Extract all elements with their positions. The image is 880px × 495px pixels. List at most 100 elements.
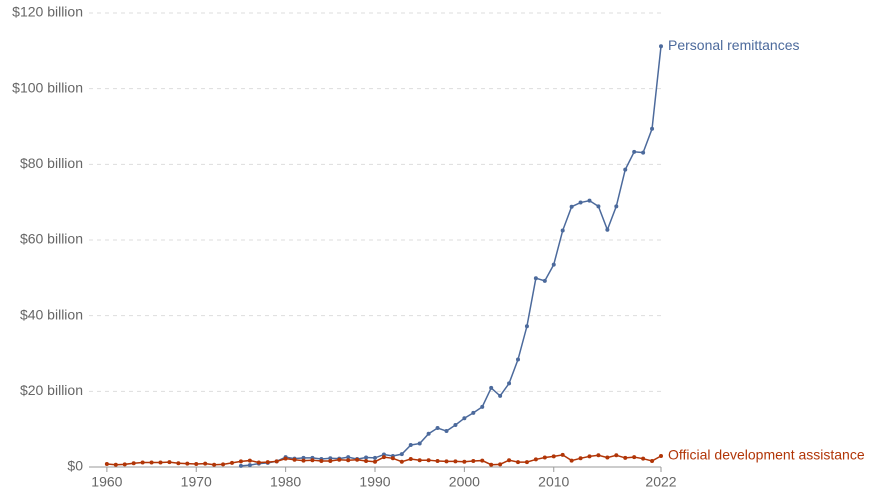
y-tick-label: $0 [67, 458, 83, 474]
data-point [256, 460, 261, 465]
y-tick-label: $100 billion [12, 79, 83, 95]
data-point [435, 458, 440, 463]
data-point [632, 455, 637, 460]
data-point [578, 200, 583, 205]
data-point [265, 460, 270, 465]
data-point [569, 204, 574, 209]
data-point [524, 460, 529, 465]
data-point [641, 150, 646, 155]
data-point [113, 462, 118, 467]
x-tick-label: 2022 [645, 474, 676, 490]
data-point [542, 455, 547, 460]
data-point [578, 456, 583, 461]
y-tick-label: $20 billion [20, 382, 83, 398]
data-point [194, 461, 199, 466]
data-point [569, 458, 574, 463]
data-point [489, 462, 494, 467]
data-point [158, 460, 163, 465]
series-label: Personal remittances [668, 37, 800, 53]
data-point [498, 393, 503, 398]
x-tick-label: 2000 [449, 474, 480, 490]
data-point [408, 457, 413, 462]
data-point [381, 455, 386, 460]
data-point [149, 460, 154, 465]
data-point [480, 404, 485, 409]
data-point [364, 455, 369, 460]
data-point [122, 462, 127, 467]
data-point [551, 454, 556, 459]
y-tick-label: $40 billion [20, 306, 83, 322]
data-point [587, 454, 592, 459]
data-point [560, 228, 565, 233]
data-point [614, 204, 619, 209]
data-point [650, 126, 655, 131]
x-tick-label: 1970 [181, 474, 212, 490]
x-tick-label: 1980 [270, 474, 301, 490]
data-point [462, 416, 467, 421]
data-point [176, 461, 181, 466]
data-point [507, 458, 512, 463]
data-point [650, 458, 655, 463]
data-point [471, 458, 476, 463]
data-point [274, 459, 279, 464]
data-point [212, 462, 217, 467]
data-point [587, 198, 592, 203]
data-point [435, 426, 440, 431]
data-point [408, 443, 413, 448]
data-point [238, 459, 243, 464]
data-point [104, 461, 109, 466]
data-point [533, 457, 538, 462]
data-point [453, 423, 458, 428]
data-point [623, 167, 628, 172]
data-point [337, 457, 342, 462]
data-point [641, 456, 646, 461]
data-point [247, 458, 252, 463]
data-point [346, 455, 351, 460]
data-point [596, 204, 601, 209]
data-point [623, 455, 628, 460]
y-tick-label: $80 billion [20, 155, 83, 171]
data-point [328, 458, 333, 463]
data-point [247, 463, 252, 468]
x-tick-label: 1990 [359, 474, 390, 490]
data-point [659, 454, 663, 459]
y-tick-label: $120 billion [12, 4, 83, 20]
data-point [390, 456, 395, 461]
data-point [301, 458, 306, 463]
data-point [605, 227, 610, 232]
data-point [426, 458, 431, 463]
data-point [516, 357, 520, 362]
data-point [560, 452, 565, 457]
data-point [373, 459, 377, 464]
data-point [131, 461, 136, 466]
data-point [283, 456, 288, 461]
data-point [551, 262, 556, 267]
series-label: Official development assistance [668, 447, 865, 463]
data-point [417, 441, 422, 446]
data-point [542, 278, 547, 283]
data-point [507, 381, 512, 386]
x-tick-label: 1960 [91, 474, 122, 490]
data-point [399, 452, 404, 457]
data-point [167, 460, 172, 465]
data-point [632, 149, 637, 154]
data-point [471, 410, 476, 415]
data-point [292, 457, 297, 462]
data-point [516, 460, 520, 465]
data-point [238, 463, 243, 468]
data-point [596, 453, 601, 458]
data-point [480, 458, 485, 463]
data-point [140, 460, 145, 465]
data-point [614, 453, 619, 458]
data-point [533, 276, 538, 281]
series-line [240, 46, 662, 467]
data-point [489, 385, 494, 390]
data-point [453, 459, 458, 464]
data-point [524, 324, 529, 329]
data-point [444, 429, 449, 434]
data-point [659, 44, 663, 49]
data-point [399, 459, 404, 464]
data-point [230, 460, 234, 465]
